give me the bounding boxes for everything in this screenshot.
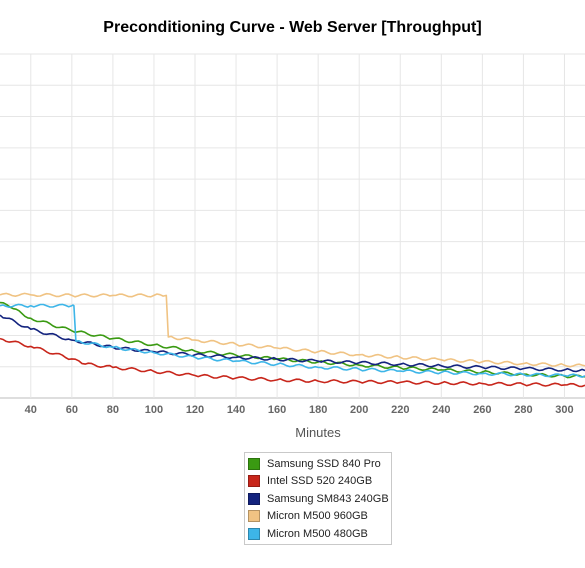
series-line-intel-ssd-520-240gb bbox=[0, 337, 585, 388]
x-axis-label: Minutes bbox=[295, 425, 341, 440]
legend-label: Samsung SM843 240GB bbox=[267, 492, 389, 505]
legend-label: Intel SSD 520 240GB bbox=[267, 475, 373, 488]
legend-item[interactable]: Samsung SSD 840 Pro bbox=[248, 455, 391, 473]
legend-item[interactable]: Micron M500 480GB bbox=[248, 525, 391, 543]
x-tick-label: 180 bbox=[309, 404, 327, 416]
x-tick-label: 60 bbox=[66, 404, 78, 416]
legend-item[interactable]: Intel SSD 520 240GB bbox=[248, 473, 391, 491]
series-line-samsung-sm843-240gb bbox=[0, 314, 585, 373]
legend-label: Micron M500 480GB bbox=[267, 527, 368, 540]
grid-lines bbox=[0, 53, 585, 399]
legend-swatch bbox=[248, 527, 260, 540]
legend-swatch bbox=[248, 457, 260, 470]
legend-label: Micron M500 960GB bbox=[267, 510, 368, 523]
x-tick-label: 220 bbox=[391, 404, 409, 416]
x-tick-label: 80 bbox=[107, 404, 119, 416]
x-tick-label: 260 bbox=[473, 404, 491, 416]
x-tick-label: 240 bbox=[432, 404, 450, 416]
series-lines bbox=[0, 292, 585, 388]
series-line-samsung-ssd-840-pro bbox=[0, 301, 585, 379]
x-tick-label: 140 bbox=[227, 404, 245, 416]
legend-swatch bbox=[248, 510, 260, 523]
x-tick-label: 120 bbox=[186, 404, 204, 416]
series-line-micron-m500-960gb bbox=[0, 292, 585, 368]
legend-item[interactable]: Micron M500 960GB bbox=[248, 508, 391, 526]
line-chart: 40 60 80 100 120 140 160 180 200 220 240 260 280 300 … bbox=[0, 53, 585, 440]
x-tick-label: 40 bbox=[25, 404, 37, 416]
legend-swatch bbox=[248, 475, 260, 488]
legend: Samsung SSD 840 Pro Intel SSD 520 240GB Sa… bbox=[244, 452, 392, 545]
legend-swatch bbox=[248, 492, 260, 505]
x-tick-labels: 40 60 80 100 120 140 160 180 200 220 240 260 280 300 bbox=[25, 404, 574, 416]
x-tick-label: 100 bbox=[145, 404, 163, 416]
legend-label: Samsung SSD 840 Pro bbox=[267, 457, 381, 470]
x-tick-label: 160 bbox=[268, 404, 286, 416]
legend-item[interactable]: Samsung SM843 240GB bbox=[248, 490, 391, 508]
series-line-micron-m500-480gb bbox=[0, 303, 585, 378]
x-tick-label: 300 bbox=[555, 404, 573, 416]
x-tick-label: 280 bbox=[514, 404, 532, 416]
x-tick-label: 200 bbox=[350, 404, 368, 416]
chart-title: Preconditioning Curve - Web Server [Thro… bbox=[103, 19, 482, 36]
